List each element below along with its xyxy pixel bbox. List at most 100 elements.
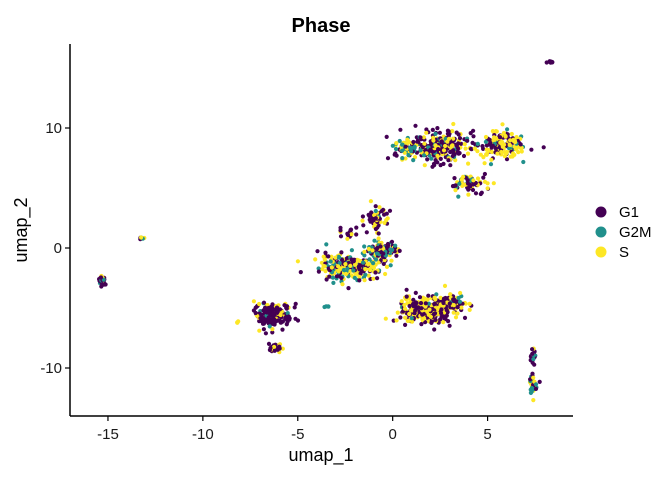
point-g1: [468, 146, 473, 151]
point-g1: [482, 171, 487, 177]
point-s: [403, 315, 408, 320]
point-g1: [354, 232, 359, 237]
y-tick-label: 0: [54, 240, 62, 257]
point-g1: [432, 302, 437, 307]
point-g1: [455, 305, 460, 310]
point-g2m: [426, 301, 431, 306]
point-s: [499, 141, 504, 146]
point-g1: [384, 211, 389, 216]
point-g1: [439, 139, 444, 144]
point-g1: [413, 123, 418, 128]
point-g2m: [429, 156, 434, 161]
point-g2m: [400, 142, 405, 147]
point-g1: [261, 327, 266, 332]
point-s: [348, 263, 353, 268]
point-s: [405, 138, 410, 144]
point-g1: [419, 322, 424, 327]
point-s: [405, 318, 410, 323]
point-g2m: [336, 255, 342, 260]
point-g1: [541, 145, 546, 150]
point-g2m: [457, 181, 462, 186]
point-s: [251, 299, 256, 304]
point-g1: [417, 295, 423, 300]
point-g1: [357, 278, 362, 283]
x-axis-title: umap_1: [288, 445, 353, 466]
point-s: [360, 218, 365, 223]
point-g1: [354, 225, 359, 230]
point-s: [427, 307, 432, 312]
point-g1: [346, 286, 351, 291]
point-g1: [550, 59, 555, 65]
point-g1: [456, 141, 461, 146]
point-g1: [530, 351, 535, 356]
point-g1: [429, 318, 434, 324]
y-tick-label: 10: [45, 120, 62, 137]
point-g2m: [483, 139, 488, 144]
point-s: [491, 181, 496, 186]
point-g1: [411, 301, 416, 307]
point-g1: [387, 208, 393, 213]
point-g2m: [345, 266, 350, 271]
point-g2m: [373, 208, 378, 214]
point-s: [372, 212, 377, 218]
point-g1: [344, 256, 349, 261]
point-g1: [373, 270, 378, 275]
point-g1: [403, 322, 408, 327]
point-g1: [398, 315, 403, 320]
point-g2m: [352, 275, 357, 280]
point-s: [420, 317, 425, 322]
point-g1: [452, 176, 457, 181]
point-g1: [270, 302, 275, 307]
point-g1: [261, 300, 267, 305]
point-s: [519, 145, 524, 151]
point-s: [371, 276, 376, 281]
point-s: [353, 262, 358, 267]
point-g1: [435, 126, 440, 131]
point-g1: [450, 153, 455, 159]
point-g2m: [397, 138, 402, 144]
point-s: [345, 236, 350, 241]
point-g2m: [331, 280, 336, 285]
point-s: [394, 141, 399, 146]
point-g1: [398, 127, 403, 132]
point-s: [407, 311, 412, 317]
point-g1: [357, 264, 362, 269]
point-g2m: [388, 247, 393, 252]
point-g1: [375, 245, 380, 251]
point-g1: [293, 301, 298, 306]
point-g1: [358, 271, 363, 276]
point-g2m: [406, 153, 411, 158]
point-g1: [373, 226, 378, 232]
point-s: [421, 135, 426, 140]
point-g1: [428, 147, 433, 152]
point-g1: [441, 296, 447, 301]
point-s: [438, 295, 443, 300]
point-g1: [478, 191, 483, 197]
point-g2m: [285, 311, 290, 316]
point-s: [377, 205, 382, 210]
point-s: [490, 129, 495, 134]
point-g2m: [393, 243, 398, 248]
point-g2m: [367, 257, 372, 262]
point-g1: [465, 138, 470, 143]
point-g1: [357, 267, 362, 272]
x-axis-ticks: -15 -10 -5 0 5: [97, 416, 492, 443]
point-g2m: [456, 295, 461, 301]
point-g1: [433, 317, 438, 322]
point-g2m: [521, 159, 526, 165]
point-g1: [455, 149, 460, 154]
point-g1: [414, 300, 419, 306]
point-s: [362, 278, 367, 283]
point-s: [492, 137, 497, 143]
chart-title: Phase: [292, 15, 351, 37]
point-s: [451, 303, 456, 308]
point-g1: [537, 379, 542, 384]
point-s: [376, 260, 381, 265]
point-g1: [379, 257, 384, 262]
point-s: [514, 135, 519, 140]
point-s: [445, 139, 450, 144]
point-g2m: [361, 260, 366, 265]
point-s: [455, 311, 460, 316]
point-g1: [418, 135, 423, 140]
point-s: [499, 149, 504, 155]
